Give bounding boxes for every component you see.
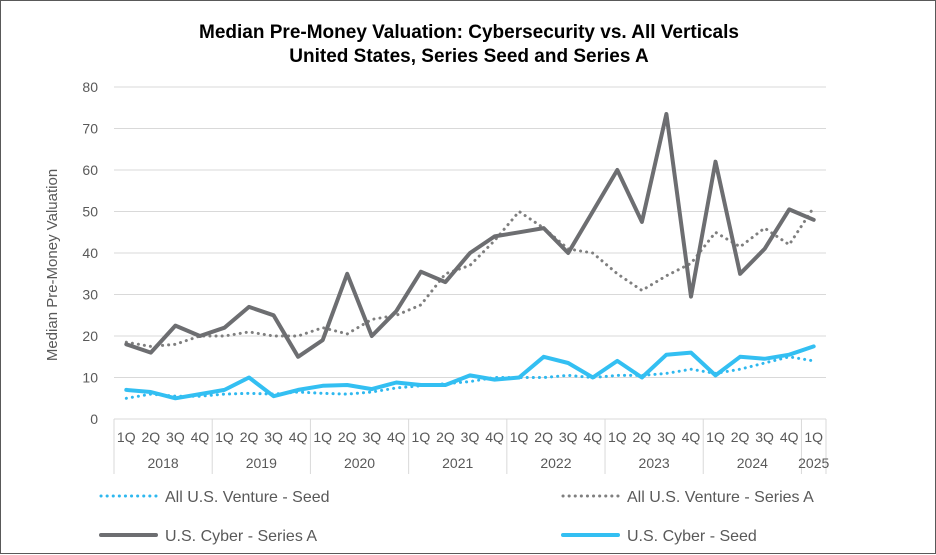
y-tick-label: 10: [82, 370, 98, 386]
x-tick-label: 1Q: [412, 429, 431, 445]
x-tick-label: 1Q: [608, 429, 627, 445]
chart-title-line-2: United States, Series Seed and Series A: [289, 46, 649, 67]
y-tick-label: 20: [82, 328, 98, 344]
legend-label: All U.S. Venture - Series A: [627, 489, 814, 506]
x-axis: 1Q 2Q 3Q 4Q 1Q 2Q 3Q 4Q 1Q 2Q 3Q 4Q 1Q 2Q 3Q 4Q 1Q 2Q 3Q 4Q…: [113, 418, 830, 474]
series-line-u-s-cyber-series-a: [124, 112, 816, 359]
x-year-label: 2020: [344, 455, 375, 471]
x-tick-label: 4Q: [583, 429, 602, 445]
y-tick-label: 80: [82, 79, 98, 95]
x-tick-label: 1Q: [215, 429, 234, 445]
x-tick-label: 2Q: [436, 429, 455, 445]
y-tick-label: 0: [90, 411, 98, 427]
x-year-label: 2024: [737, 455, 768, 471]
x-year-label: 2022: [540, 455, 571, 471]
y-tick-label: 40: [82, 245, 98, 261]
x-year-label: 2021: [442, 455, 473, 471]
chart-title-line-1: Median Pre-Money Valuation: Cybersecurit…: [199, 22, 739, 43]
legend-label: All U.S. Venture - Seed: [165, 489, 330, 506]
series-lines: [124, 112, 816, 401]
x-tick-label: 4Q: [485, 429, 504, 445]
y-tick-label: 70: [82, 121, 98, 137]
x-tick-label: 3Q: [166, 429, 185, 445]
x-tick-label: 4Q: [780, 429, 799, 445]
x-year-label: 2023: [639, 455, 670, 471]
y-axis-ticks: 0 10 20 30 40 50 60 70 80: [82, 79, 98, 427]
x-tick-label: 3Q: [657, 429, 676, 445]
gridlines: [114, 86, 826, 378]
x-tick-label: 1Q: [117, 429, 136, 445]
x-tick-label: 2Q: [240, 429, 259, 445]
x-year-label: 2019: [246, 455, 277, 471]
x-tick-label: 2Q: [731, 429, 750, 445]
legend-label: U.S. Cyber - Series A: [165, 528, 317, 545]
x-tick-label: 3Q: [755, 429, 774, 445]
x-tick-label: 4Q: [682, 429, 701, 445]
series-line-all-u-s-venture-series-a: [124, 205, 816, 348]
x-tick-label: 2Q: [141, 429, 160, 445]
x-year-label: 2018: [148, 455, 179, 471]
x-year-label: 2025: [798, 455, 829, 471]
y-axis-title: Median Pre-Money Valuation: [44, 169, 61, 361]
y-tick-label: 50: [82, 204, 98, 220]
x-tick-label: 3Q: [461, 429, 480, 445]
x-tick-label: 1Q: [510, 429, 529, 445]
y-tick-label: 60: [82, 162, 98, 178]
x-tick-label: 1Q: [804, 429, 823, 445]
x-tick-label: 4Q: [387, 429, 406, 445]
x-tick-label: 1Q: [706, 429, 725, 445]
x-tick-label: 2Q: [633, 429, 652, 445]
x-tick-label: 3Q: [559, 429, 578, 445]
x-tick-label: 2Q: [534, 429, 553, 445]
legend: All U.S. Venture - Seed All U.S. Venture …: [99, 489, 814, 545]
x-tick-label: 4Q: [289, 429, 308, 445]
x-tick-label: 4Q: [191, 429, 210, 445]
x-tick-label: 2Q: [338, 429, 357, 445]
x-tick-label: 3Q: [264, 429, 283, 445]
x-tick-label: 1Q: [313, 429, 332, 445]
y-tick-label: 30: [82, 287, 98, 303]
legend-label: U.S. Cyber - Seed: [627, 528, 757, 545]
series-line-all-u-s-venture-seed: [124, 355, 816, 400]
x-tick-label: 3Q: [362, 429, 381, 445]
series-line-u-s-cyber-seed: [124, 344, 816, 401]
